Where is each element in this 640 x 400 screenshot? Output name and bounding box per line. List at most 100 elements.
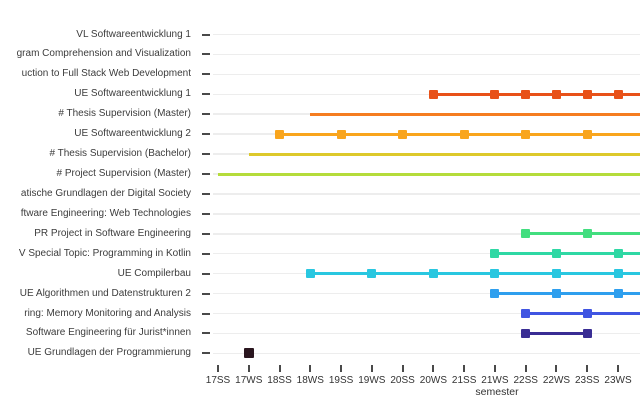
- series-marker: [428, 89, 438, 99]
- x-tick-label: 17SS: [205, 375, 231, 386]
- y-tick: [202, 212, 210, 215]
- series-marker: [490, 269, 500, 279]
- series-marker: [613, 269, 623, 279]
- row-label: uction to Full Stack Web Development: [21, 68, 191, 80]
- row-label: atische Grundlagen der Digital Society: [20, 187, 191, 199]
- x-tick-label: 18SS: [267, 375, 292, 386]
- x-tick: [555, 365, 558, 372]
- gridline: [213, 332, 640, 335]
- y-tick: [202, 153, 210, 156]
- series-line: [248, 152, 640, 156]
- x-tick: [617, 365, 619, 372]
- y-tick: [202, 312, 210, 315]
- x-tick: [309, 365, 312, 372]
- x-axis-title: semester: [475, 386, 519, 398]
- y-tick: [202, 272, 210, 275]
- series-marker: [582, 129, 592, 139]
- gridline: [213, 93, 640, 96]
- series-marker: [521, 229, 531, 239]
- x-tick: [493, 365, 496, 372]
- series-line: [525, 331, 588, 335]
- y-tick: [202, 133, 210, 136]
- gridline: [213, 73, 640, 76]
- series-marker: [582, 89, 592, 99]
- x-tick: [370, 365, 373, 372]
- series-line: [310, 272, 640, 276]
- series-marker: [521, 89, 531, 99]
- series-marker: [582, 229, 592, 239]
- series-marker: [551, 289, 561, 299]
- series-marker: [305, 269, 315, 279]
- x-tick-label: 20SS: [390, 375, 415, 386]
- series-line: [494, 292, 640, 296]
- row-label: UE Algorithmen und Datenstrukturen 2: [19, 287, 191, 299]
- gridline: [213, 213, 640, 215]
- series-marker: [551, 269, 561, 279]
- row-label: gram Comprehension and Visualization: [16, 48, 191, 60]
- series-marker: [398, 129, 408, 139]
- row-label: # Project Supervision (Master): [56, 168, 192, 179]
- x-tick-label: 21WS: [481, 375, 509, 386]
- series-marker: [275, 129, 285, 139]
- x-tick-label: 22SS: [513, 375, 538, 386]
- series-marker: [490, 89, 500, 99]
- x-tick: [586, 365, 589, 372]
- x-tick-label: 20WS: [419, 375, 447, 386]
- series-line: [494, 252, 640, 256]
- y-tick: [202, 232, 210, 235]
- gridline: [213, 312, 640, 315]
- series-marker: [459, 129, 469, 139]
- x-tick: [247, 365, 250, 372]
- series-marker: [243, 348, 254, 359]
- series-line: [310, 112, 640, 116]
- series-marker: [551, 249, 561, 259]
- gridline: [213, 193, 640, 195]
- x-tick-label: 21SS: [451, 375, 477, 386]
- row-label: UE Softwareentwicklung 1: [74, 88, 191, 100]
- y-tick: [202, 173, 210, 175]
- row-label: UE Compilerbau: [117, 267, 191, 279]
- series-marker: [521, 328, 531, 338]
- series-marker: [367, 269, 377, 279]
- row-label: UE Grundlagen der Programmierung: [27, 347, 191, 359]
- x-tick: [401, 365, 404, 372]
- row-label: # Thesis Supervision (Bachelor): [49, 148, 191, 160]
- y-tick: [202, 252, 210, 255]
- y-tick: [202, 53, 210, 56]
- series-marker: [521, 309, 531, 319]
- series-marker: [582, 328, 592, 338]
- series-marker: [582, 309, 592, 319]
- series-marker: [613, 249, 623, 259]
- x-tick-label: 23SS: [575, 375, 600, 386]
- x-tick: [432, 365, 435, 372]
- y-tick: [202, 73, 210, 76]
- x-tick: [524, 365, 527, 372]
- row-label: PR Project in Software Engineering: [34, 227, 191, 239]
- gridline: [213, 33, 640, 36]
- gridline: [213, 292, 640, 295]
- series-marker: [613, 289, 623, 299]
- series-marker: [551, 89, 561, 99]
- row-label: Software Engineering für Jurist*innen: [25, 327, 191, 339]
- row-label: # Thesis Supervision (Master): [58, 108, 191, 120]
- x-tick-label: 19WS: [358, 375, 386, 386]
- gridline: [213, 252, 640, 255]
- series-marker: [336, 129, 346, 139]
- x-tick-label: 23WS: [604, 375, 632, 386]
- row-label: V Special Topic: Programming in Kotlin: [18, 247, 191, 259]
- gridline: [213, 352, 640, 355]
- x-tick-label: 18WS: [296, 375, 324, 386]
- y-tick: [202, 292, 210, 295]
- x-tick-label: 17WS: [235, 375, 263, 386]
- x-tick: [340, 365, 343, 372]
- series-marker: [521, 129, 531, 139]
- y-tick: [202, 33, 210, 36]
- gridline: [213, 233, 640, 235]
- y-tick: [202, 113, 210, 116]
- gridline: [213, 53, 640, 56]
- series-line: [433, 92, 640, 96]
- x-tick-label: 19SS: [328, 375, 354, 386]
- row-label: VL Softwareentwicklung 1: [76, 28, 191, 40]
- y-tick: [202, 192, 210, 195]
- row-label: ftware Engineering: Web Technologies: [20, 207, 191, 219]
